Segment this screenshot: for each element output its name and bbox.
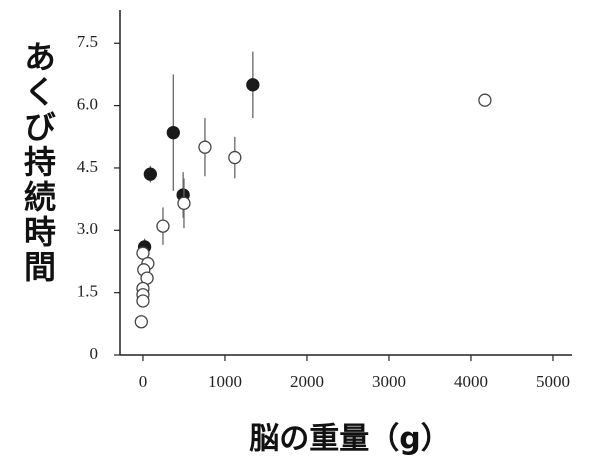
x-tick-label: 4000: [454, 372, 488, 391]
x-tick-label: 2000: [290, 372, 324, 391]
point: [136, 294, 150, 308]
y-axis-label: あくび持続時間: [19, 40, 57, 285]
y-tick-label: 6.0: [77, 95, 98, 114]
y-tick-label: 4.5: [77, 157, 98, 176]
point: [134, 315, 148, 329]
y-tick-label: 3.0: [77, 219, 98, 238]
x-tick-label: 0: [139, 372, 148, 391]
point: [228, 150, 242, 165]
point: [478, 93, 492, 107]
point: [177, 196, 191, 210]
y-tick-label: 7.5: [77, 32, 98, 51]
x-axis-label: 脳の重量（g）: [249, 422, 450, 457]
point: [166, 125, 180, 140]
point: [246, 78, 260, 92]
x-tick-label: 3000: [372, 372, 406, 391]
x-tick-label: 1000: [208, 372, 242, 391]
point: [156, 219, 170, 233]
y-tick-label: 1.5: [77, 282, 98, 301]
x-tick-label: 5000: [536, 372, 570, 391]
point: [198, 140, 212, 154]
y-tick-label: 0: [90, 344, 99, 363]
point: [143, 167, 157, 181]
